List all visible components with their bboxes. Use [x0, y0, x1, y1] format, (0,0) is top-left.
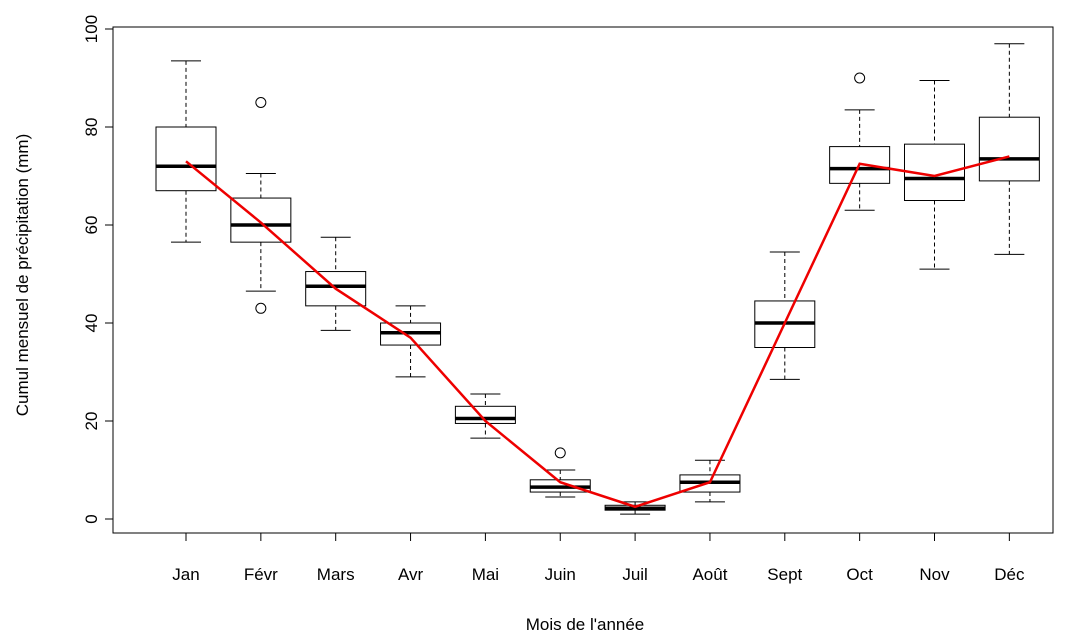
outlier-point [255, 302, 267, 314]
x-tick-label: Oct [846, 565, 873, 584]
box-group-0 [155, 60, 217, 243]
x-tick-label: Jan [172, 565, 199, 584]
plot-border [112, 26, 1054, 534]
box [155, 126, 217, 192]
x-tick-label: Mars [317, 565, 355, 584]
y-tick-label: 40 [82, 314, 101, 333]
x-tick-label: Nov [919, 565, 950, 584]
x-tick-label: Déc [994, 565, 1025, 584]
box-group-4 [454, 393, 516, 439]
outlier-point [854, 72, 866, 84]
box-group-8 [754, 251, 816, 380]
outlier-point [554, 447, 566, 459]
box-group-11 [978, 43, 1040, 255]
boxes-layer [155, 43, 1040, 515]
y-tick-label: 20 [82, 412, 101, 431]
outlier-point [255, 97, 267, 108]
y-axis: 0 20 40 60 80 100 [82, 15, 113, 524]
x-tick-label: Févr [244, 565, 278, 584]
y-axis-title: Cumul mensuel de précipitation (mm) [13, 134, 32, 417]
y-tick-label: 60 [82, 216, 101, 235]
x-tick-label: Juin [545, 565, 576, 584]
y-tick-label: 100 [82, 15, 101, 43]
mean-trend-line [185, 155, 1010, 509]
plot-frame [112, 26, 1054, 534]
x-axis-title: Mois de l'année [526, 615, 645, 634]
box-group-5 [529, 447, 591, 498]
y-tick-label: 80 [82, 118, 101, 137]
x-tick-label: Mai [472, 565, 499, 584]
x-tick-label: Sept [767, 565, 802, 584]
box-group-2 [305, 236, 367, 331]
x-tick-label: Août [692, 565, 727, 584]
box [978, 116, 1040, 182]
x-tick-label: Juil [622, 565, 648, 584]
box-group-9 [829, 72, 891, 211]
mean-line-layer [185, 155, 1010, 509]
box-group-3 [380, 305, 442, 378]
x-axis: Jan Févr Mars Avr Mai Juin Juil Août Sept Oct Nov D… [172, 533, 1025, 584]
y-tick-label: 0 [82, 514, 101, 523]
x-tick-label: Avr [398, 565, 424, 584]
